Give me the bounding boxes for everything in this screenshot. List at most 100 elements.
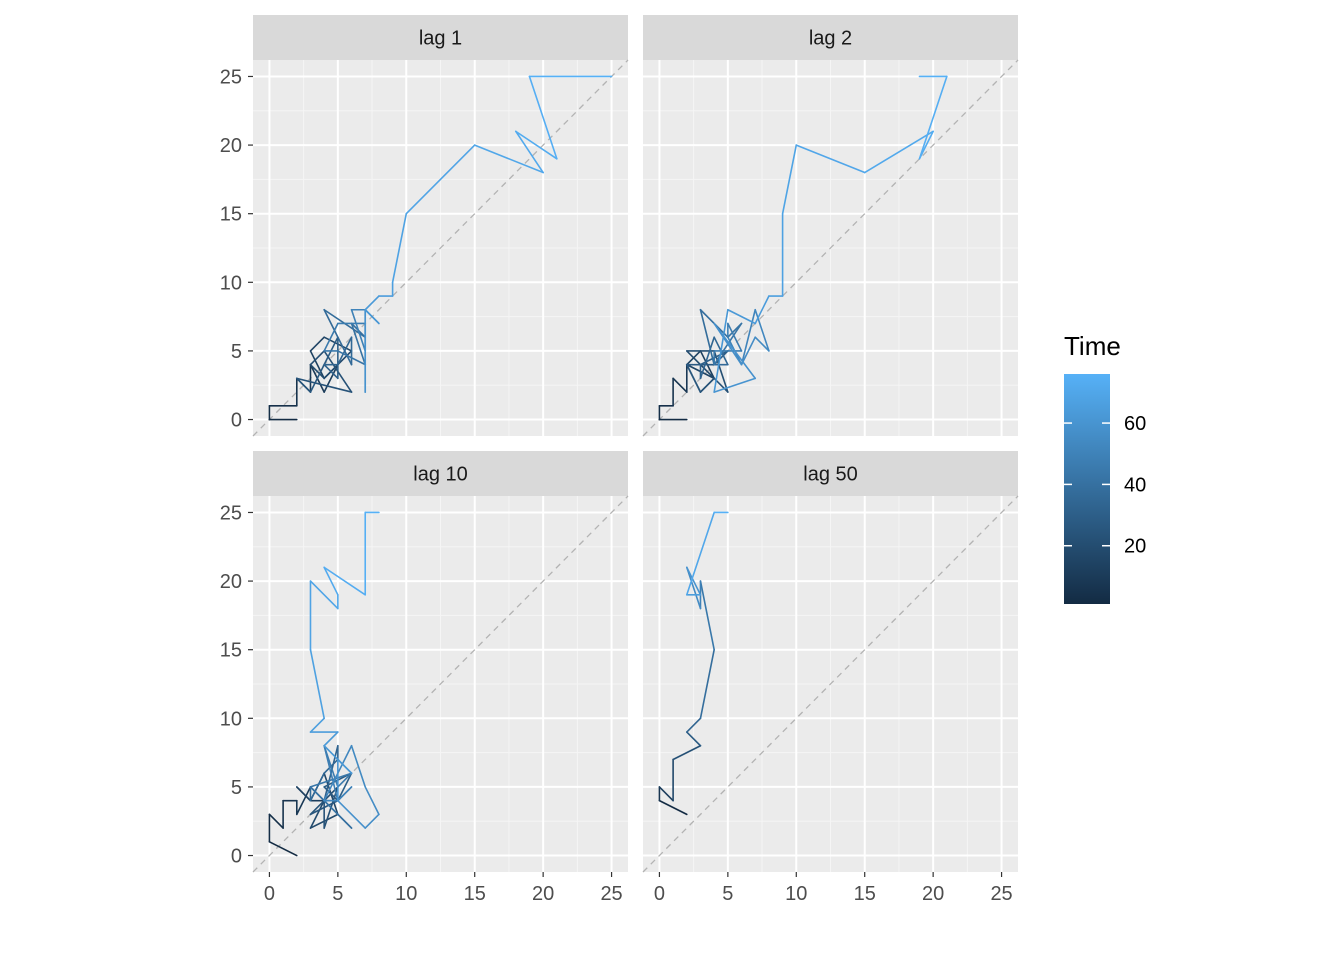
lag-path-segment (740, 308, 757, 366)
lag-path-segment (713, 350, 729, 393)
y-tick-label: 25 (220, 502, 242, 524)
y-tick-label: 5 (231, 777, 242, 799)
lag-path-segment (323, 363, 339, 380)
lag-path-segment (323, 799, 339, 816)
y-tick-label: 20 (220, 135, 242, 157)
lag-path-segment (699, 336, 715, 380)
lag-path-segment (699, 363, 715, 380)
x-tick-label: 5 (722, 883, 733, 905)
lag-path-segment (685, 731, 702, 747)
legend-tick-label: 20 (1124, 536, 1146, 558)
lag-path-segment (699, 580, 715, 651)
lag-path-segment (672, 744, 702, 761)
lag-path-segment (364, 295, 380, 311)
lag-path-segment (863, 130, 934, 174)
facet-strip-label: lag 2 (809, 28, 852, 50)
lag-path-segment (685, 350, 702, 366)
lag-path-segment (309, 786, 325, 802)
lag-path-segment (713, 377, 757, 393)
lag-path-segment (727, 308, 757, 325)
diagonal-reference-line (642, 495, 1019, 873)
lag-path-segment (740, 336, 757, 366)
x-tick-label: 10 (785, 883, 807, 905)
lag-path-segment (309, 799, 325, 829)
lag-path-segment (323, 322, 339, 352)
lag-path-segment (309, 648, 325, 720)
lag-path-segment (295, 786, 312, 816)
lag-path-segment (364, 813, 380, 829)
lag-path-segment (699, 377, 715, 393)
lag-path-segment (323, 744, 339, 802)
lag-path-segment (514, 130, 558, 160)
lag-path-segment (685, 566, 702, 596)
lag-path-segment (685, 363, 702, 393)
y-tick-label: 0 (231, 846, 242, 868)
lag-path-segment (727, 322, 743, 352)
lag-path-segment (781, 144, 798, 215)
lag-path-segment (337, 350, 367, 366)
lag-path-segment (309, 799, 325, 816)
lag-path-segment (795, 144, 866, 174)
lag-path-segment (699, 308, 715, 366)
facet-strip (643, 451, 1018, 496)
lag-path-segment (323, 566, 339, 596)
lag-path-segment (364, 786, 380, 816)
lag-path-segment (309, 336, 325, 352)
lag-path-segment (309, 363, 325, 380)
x-tick-label: 5 (332, 883, 343, 905)
lag-path-segment (754, 308, 770, 352)
facet-strip (253, 451, 628, 496)
x-tick-label: 15 (464, 883, 486, 905)
legend-colorbar (1064, 374, 1110, 604)
facet-panel: lag 1 0 5 10 15 20 25 (220, 15, 629, 437)
lag-path-segment (295, 377, 312, 393)
lag-path-segment (685, 511, 715, 596)
legend-tick-label: 40 (1124, 474, 1146, 496)
facet-panel: lag 50 0 5 10 15 20 25 (642, 451, 1019, 905)
y-tick-label: 15 (220, 640, 242, 662)
lag-path-segment (337, 772, 353, 788)
lag-path-segment (309, 363, 325, 393)
facet-strip (643, 15, 1018, 60)
lag-path-segment (337, 786, 353, 802)
lag-path-segment (337, 772, 353, 802)
lag-path-segment (309, 580, 339, 610)
y-tick-label: 25 (220, 66, 242, 88)
x-tick-label: 15 (854, 883, 876, 905)
facet-strip-label: lag 10 (413, 464, 468, 486)
lag-path-segment (350, 322, 367, 366)
lag-path-segment (514, 130, 544, 174)
lag-path-segment (337, 799, 367, 829)
lag-path-segment (672, 377, 688, 393)
x-tick-label: 25 (600, 883, 622, 905)
lag-path-segment (391, 212, 408, 284)
y-tick-label: 15 (220, 204, 242, 226)
lag-path-segment (405, 144, 476, 215)
lag-path-segment (309, 350, 325, 380)
lag-path-segment (309, 717, 325, 733)
y-tick-label: 20 (220, 571, 242, 593)
lag-path-segment (713, 308, 729, 393)
legend-tick-label: 60 (1124, 413, 1146, 435)
lag-path-segment (268, 841, 298, 857)
x-tick-label: 0 (264, 883, 275, 905)
x-tick-label: 25 (990, 883, 1012, 905)
x-tick-label: 10 (395, 883, 417, 905)
x-tick-label: 20 (922, 883, 944, 905)
lag-path-segment (309, 772, 325, 802)
y-tick-label: 10 (220, 272, 242, 294)
y-tick-label: 5 (231, 341, 242, 363)
lag-path-segment (658, 786, 674, 802)
y-tick-label: 0 (231, 410, 242, 432)
lag-path-segment (323, 744, 353, 774)
facet-panel: lag 10 0 5 10 15 20 25 0 5 10 15 20 25 (220, 451, 629, 905)
lag-path-segment (754, 336, 770, 352)
lag-path-segment (337, 813, 353, 829)
lag-path-segment (268, 813, 284, 829)
lag-path-segment (350, 744, 367, 788)
lag-path-segment (295, 377, 353, 393)
y-tick-label: 10 (220, 708, 242, 730)
